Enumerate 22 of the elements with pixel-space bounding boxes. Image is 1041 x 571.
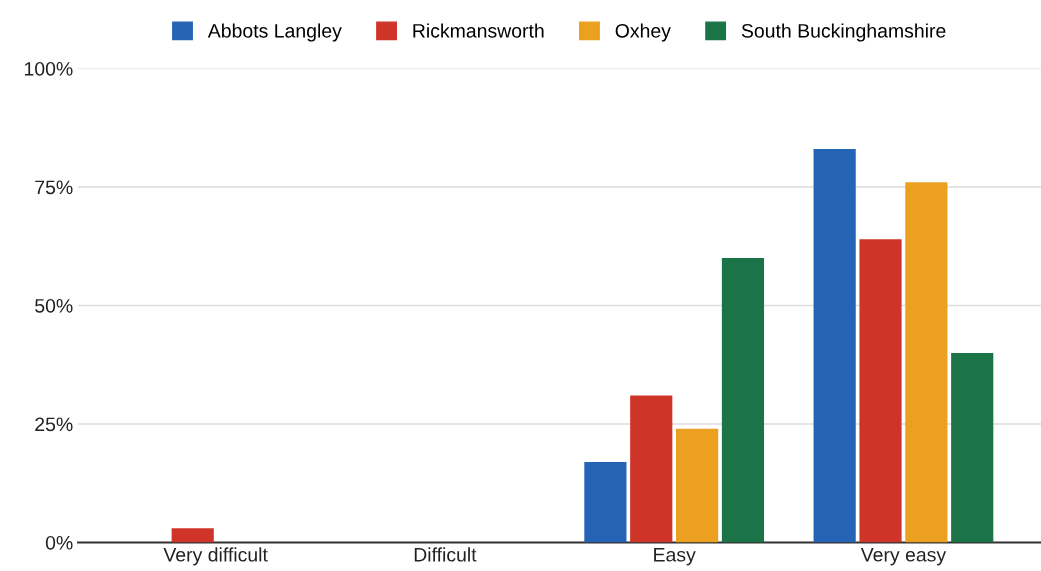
y-tick-label: 75% [35,180,73,195]
bar [721,258,765,543]
bar [859,239,902,543]
bar [676,428,719,543]
bar [584,461,627,543]
bar [951,352,994,543]
y-tick-label: 0% [45,535,73,550]
x-tick-label: Very difficult [163,547,268,566]
y-tick-label: 50% [35,298,73,313]
bar [171,528,214,543]
bar [630,395,673,543]
y-tick-label: 100% [24,61,73,76]
bar [813,149,856,543]
bar [905,182,948,543]
legend-label: Abbots Langley [207,23,342,42]
legend-label: Rickmansworth [413,23,544,38]
x-tick-label: Easy [654,548,696,566]
y-tick-label: 25% [35,417,73,432]
x-tick-label: Difficult [414,547,477,562]
legend-label: South Buckinghamshire [741,23,946,42]
x-tick-label: Very easy [860,548,947,566]
legend-label: Oxhey [615,23,671,42]
